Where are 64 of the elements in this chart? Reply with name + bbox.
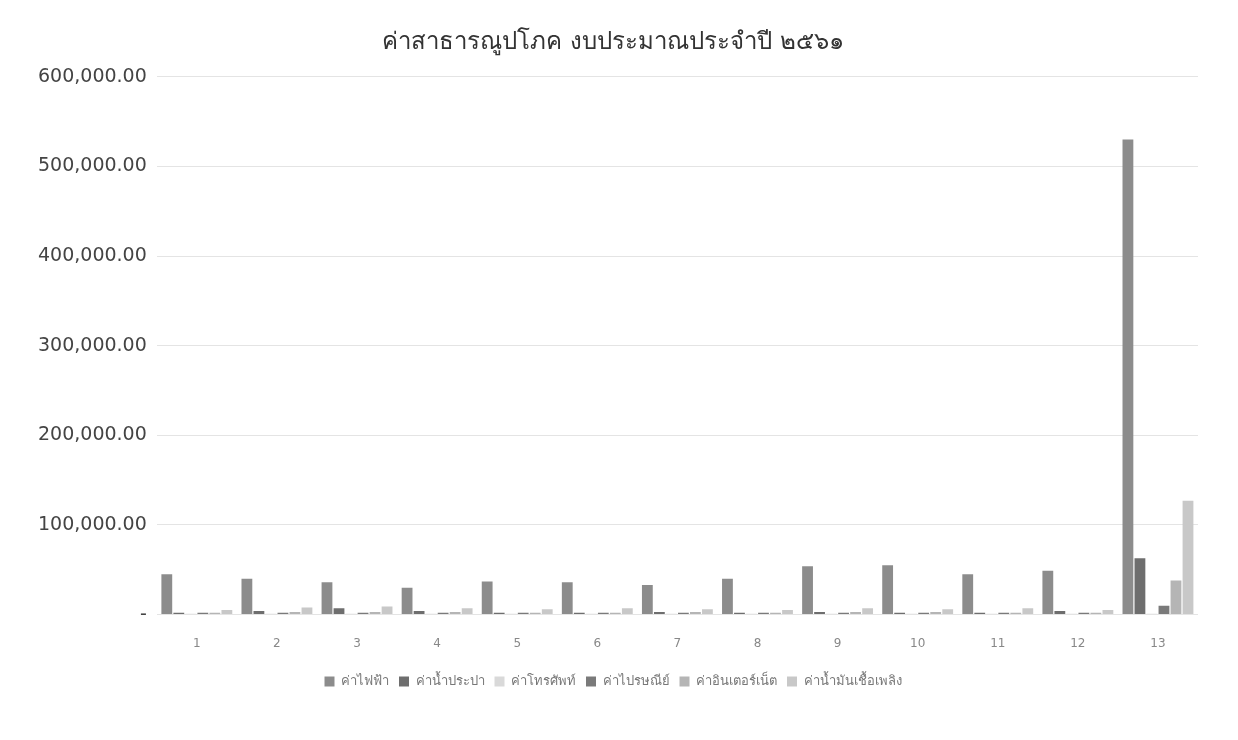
x-tick-label: 2 bbox=[273, 635, 281, 650]
chart-title: ค่าสาธารณูปโภค งบประมาณประจำปี ๒๕๖๑ bbox=[382, 26, 844, 56]
bar bbox=[161, 574, 173, 615]
bar bbox=[722, 578, 733, 615]
y-tick-label: 200,000.00 bbox=[37, 422, 147, 445]
bar bbox=[401, 587, 413, 615]
bar bbox=[690, 611, 701, 615]
bar bbox=[930, 611, 942, 615]
x-tick-label: 10 bbox=[910, 635, 926, 650]
bar bbox=[253, 611, 265, 615]
y-tick-label: 500,000.00 bbox=[37, 153, 147, 176]
bar bbox=[962, 574, 974, 615]
bar bbox=[561, 582, 573, 615]
bar bbox=[481, 581, 493, 615]
bar bbox=[1170, 580, 1182, 615]
legend-label: ค่าน้ำมันเชื้อเพลิง bbox=[803, 670, 902, 688]
legend-label: ค่าโทรศัพท์ bbox=[511, 672, 576, 688]
x-tick-label: 12 bbox=[1070, 635, 1086, 650]
bar bbox=[653, 611, 665, 615]
bar bbox=[333, 608, 345, 615]
bar bbox=[850, 611, 862, 615]
bar bbox=[241, 578, 253, 615]
bar bbox=[449, 611, 461, 615]
x-tick-label: 6 bbox=[593, 635, 602, 650]
x-tick-label: 11 bbox=[990, 635, 1006, 650]
bar bbox=[1054, 611, 1066, 615]
bar bbox=[621, 608, 633, 615]
y-tick-label: 600,000.00 bbox=[37, 63, 147, 86]
x-tick-label: 8 bbox=[753, 635, 762, 650]
legend-label: ค่าอินเตอร์เน็ต bbox=[696, 670, 777, 688]
bar bbox=[1134, 558, 1146, 615]
bar bbox=[814, 611, 825, 615]
bar bbox=[1122, 139, 1134, 615]
bar bbox=[541, 609, 553, 615]
x-tick-label: 4 bbox=[433, 635, 441, 650]
x-tick-label: 3 bbox=[353, 635, 361, 650]
y-tick-label: 100,000.00 bbox=[37, 511, 147, 534]
bar bbox=[321, 582, 333, 615]
x-tick-label: 7 bbox=[673, 635, 682, 650]
x-tick-label: 13 bbox=[1150, 635, 1166, 650]
bar bbox=[1182, 500, 1194, 615]
x-tick-label: 5 bbox=[513, 635, 522, 650]
bar bbox=[782, 610, 793, 615]
bar bbox=[702, 609, 713, 615]
bar bbox=[1022, 608, 1034, 615]
y-tick-label: 300,000.00 bbox=[37, 332, 147, 355]
bar bbox=[1102, 610, 1114, 615]
bar bbox=[221, 610, 233, 615]
bar bbox=[301, 607, 313, 615]
legend-label: ค่าไปรษณีย์ bbox=[602, 672, 670, 688]
bar bbox=[413, 611, 425, 615]
bar bbox=[862, 608, 874, 615]
bar bbox=[882, 565, 894, 615]
bar bbox=[1042, 570, 1054, 615]
y-tick-label: - bbox=[139, 601, 147, 624]
bar bbox=[461, 608, 473, 615]
bar bbox=[641, 585, 653, 615]
bar bbox=[942, 609, 954, 615]
y-tick-label: 400,000.00 bbox=[37, 243, 147, 265]
x-tick-label: 1 bbox=[193, 635, 201, 650]
bar bbox=[802, 566, 813, 615]
legend-label: ค่าไฟฟ้า bbox=[341, 672, 389, 688]
legend-label: ค่าน้ำประปา bbox=[415, 670, 485, 688]
x-tick-label: 9 bbox=[833, 635, 842, 650]
